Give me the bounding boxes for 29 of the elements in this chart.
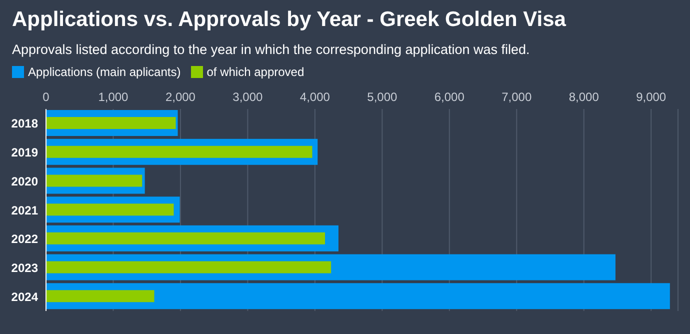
bar bbox=[46, 283, 670, 310]
legend-label: of which approved bbox=[206, 65, 304, 79]
bar bbox=[46, 174, 142, 187]
y-tick-label: 2022 bbox=[11, 232, 38, 246]
legend-label: Applications (main aplicants) bbox=[27, 65, 181, 79]
x-tick-label: 0 bbox=[42, 90, 50, 104]
bar bbox=[46, 204, 174, 216]
y-tick-label: 2020 bbox=[11, 174, 38, 188]
bar bbox=[46, 232, 326, 244]
x-tick-label: 4,000 bbox=[300, 90, 330, 104]
y-tick-label: 2018 bbox=[11, 116, 38, 131]
bar bbox=[46, 117, 176, 129]
bar bbox=[46, 261, 332, 274]
bar bbox=[46, 146, 312, 158]
bar bbox=[46, 290, 154, 302]
y-tick-label: 2024 bbox=[11, 290, 38, 304]
chart-title: Applications vs. Approvals by Year - Greek Golden Visa bbox=[11, 7, 567, 32]
x-tick-label: 2,000 bbox=[165, 90, 196, 104]
x-tick-label: 7,000 bbox=[502, 90, 532, 104]
x-tick-label: 6,000 bbox=[434, 90, 465, 104]
x-tick-label: 5,000 bbox=[367, 90, 398, 104]
x-tick-label: 8,000 bbox=[568, 90, 600, 104]
y-tick-label: 2019 bbox=[11, 146, 38, 160]
chart-subtitle: Approvals listed according to the year in which the corresponding application was filed. bbox=[11, 41, 531, 59]
x-tick-label: 9,000 bbox=[636, 90, 666, 104]
x-tick-label: 1,000 bbox=[98, 90, 129, 104]
x-tick-label: 3,000 bbox=[232, 90, 264, 104]
y-tick-label: 2023 bbox=[11, 260, 38, 275]
y-tick-label: 2021 bbox=[11, 203, 38, 218]
